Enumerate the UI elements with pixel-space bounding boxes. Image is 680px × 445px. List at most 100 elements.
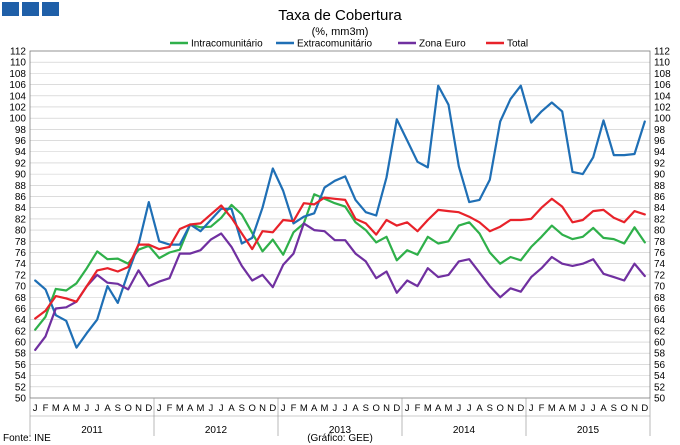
x-tick-label: J: [95, 403, 100, 414]
x-tick-label: A: [600, 403, 607, 414]
x-tick-label: A: [228, 403, 235, 414]
y-tick-label: 74: [654, 259, 666, 270]
chart-subtitle: (%, mm3m): [312, 26, 369, 38]
x-tick-label: J: [343, 403, 348, 414]
x-tick-label: A: [476, 403, 483, 414]
y-tick-label: 102: [9, 102, 26, 113]
x-tick-label: J: [219, 403, 224, 414]
series-line: [34, 193, 646, 331]
y-tick-label: 112: [654, 47, 670, 58]
y-tick-label: 88: [15, 181, 27, 192]
y-tick-label: 112: [10, 47, 26, 58]
y-tick-label: 62: [15, 326, 27, 337]
x-tick-label: A: [104, 403, 111, 414]
x-tick-label: M: [548, 403, 556, 414]
y-tick-label: 108: [9, 69, 26, 80]
y-tick-label: 64: [654, 315, 666, 326]
legend-label: Intracomunitário: [191, 39, 263, 50]
y-tick-label: 50: [654, 394, 666, 405]
x-tick-label: J: [591, 403, 596, 414]
y-tick-label: 52: [654, 382, 666, 393]
legend-label: Zona Euro: [419, 39, 466, 50]
x-tick-label: N: [135, 403, 142, 414]
x-tick-label: J: [332, 403, 337, 414]
y-tick-label: 96: [654, 136, 666, 147]
y-tick-label: 72: [654, 270, 666, 281]
y-tick-label: 104: [654, 91, 671, 102]
x-tick-label: D: [269, 403, 276, 414]
y-tick-label: 98: [654, 125, 666, 136]
source-note: Fonte: INE: [3, 433, 51, 444]
x-tick-label: A: [435, 403, 442, 414]
x-tick-label: J: [529, 403, 534, 414]
y-tick-label: 72: [15, 270, 27, 281]
y-tick-label: 92: [654, 158, 666, 169]
x-tick-label: A: [352, 403, 359, 414]
y-tick-label: 90: [654, 170, 666, 181]
x-tick-label: N: [383, 403, 390, 414]
x-tick-label: M: [197, 403, 205, 414]
y-tick-label: 56: [15, 360, 27, 371]
y-tick-label: 62: [654, 326, 666, 337]
x-tick-label: J: [405, 403, 410, 414]
x-tick-label: J: [467, 403, 472, 414]
x-tick-label: S: [611, 403, 617, 414]
x-tick-label: J: [281, 403, 286, 414]
x-tick-label: D: [145, 403, 152, 414]
y-axis-left: 5052545658606264666870727476788082848688…: [9, 47, 26, 405]
x-tick-label: M: [445, 403, 453, 414]
x-tick-label: J: [84, 403, 89, 414]
legend-label: Extracomunitário: [297, 39, 372, 50]
x-tick-label: D: [393, 403, 400, 414]
x-tick-label: F: [43, 403, 49, 414]
plot-frame: [29, 50, 651, 399]
y-tick-label: 60: [654, 338, 666, 349]
y-tick-label: 52: [15, 382, 27, 393]
series-line: [34, 196, 646, 320]
y-tick-label: 84: [15, 203, 27, 214]
y-tick-label: 76: [654, 248, 666, 259]
series-group: [34, 84, 646, 351]
y-tick-label: 96: [15, 136, 27, 147]
x-tick-label: J: [580, 403, 585, 414]
y-tick-label: 100: [654, 114, 671, 125]
x-tick-label: N: [259, 403, 266, 414]
y-tick-label: 90: [15, 170, 27, 181]
y-tick-label: 86: [654, 192, 666, 203]
x-tick-label: S: [487, 403, 493, 414]
x-tick-label: J: [208, 403, 213, 414]
x-tick-label: A: [311, 403, 318, 414]
y-tick-label: 100: [9, 114, 26, 125]
grid: [29, 50, 651, 399]
y-tick-label: 58: [654, 349, 666, 360]
x-tick-label: M: [321, 403, 329, 414]
x-tick-label: M: [300, 403, 308, 414]
year-label: 2013: [329, 425, 352, 436]
y-tick-label: 82: [654, 214, 666, 225]
x-tick-label: A: [63, 403, 70, 414]
x-tick-label: S: [363, 403, 369, 414]
y-tick-label: 78: [654, 237, 666, 248]
y-tick-label: 76: [15, 248, 27, 259]
y-tick-label: 68: [15, 293, 27, 304]
x-tick-label: A: [559, 403, 566, 414]
x-tick-label: S: [115, 403, 121, 414]
x-tick-label: J: [33, 403, 38, 414]
series-line: [34, 222, 646, 351]
y-tick-label: 56: [654, 360, 666, 371]
y-tick-label: 110: [10, 58, 26, 69]
y-tick-label: 74: [15, 259, 27, 270]
y-tick-label: 108: [654, 69, 671, 80]
x-tick-label: O: [124, 403, 131, 414]
y-tick-label: 98: [15, 125, 27, 136]
y-tick-label: 82: [15, 214, 27, 225]
y-axis-right: 5052545658606264666870727476788082848688…: [654, 47, 671, 405]
x-tick-label: F: [539, 403, 545, 414]
y-tick-label: 50: [15, 394, 27, 405]
x-tick-label: M: [569, 403, 577, 414]
y-tick-label: 94: [15, 147, 27, 158]
legend: Intracomunitário Extracomunitário Zona Eur…: [170, 39, 528, 50]
y-tick-label: 102: [654, 102, 671, 113]
x-tick-label: O: [248, 403, 255, 414]
